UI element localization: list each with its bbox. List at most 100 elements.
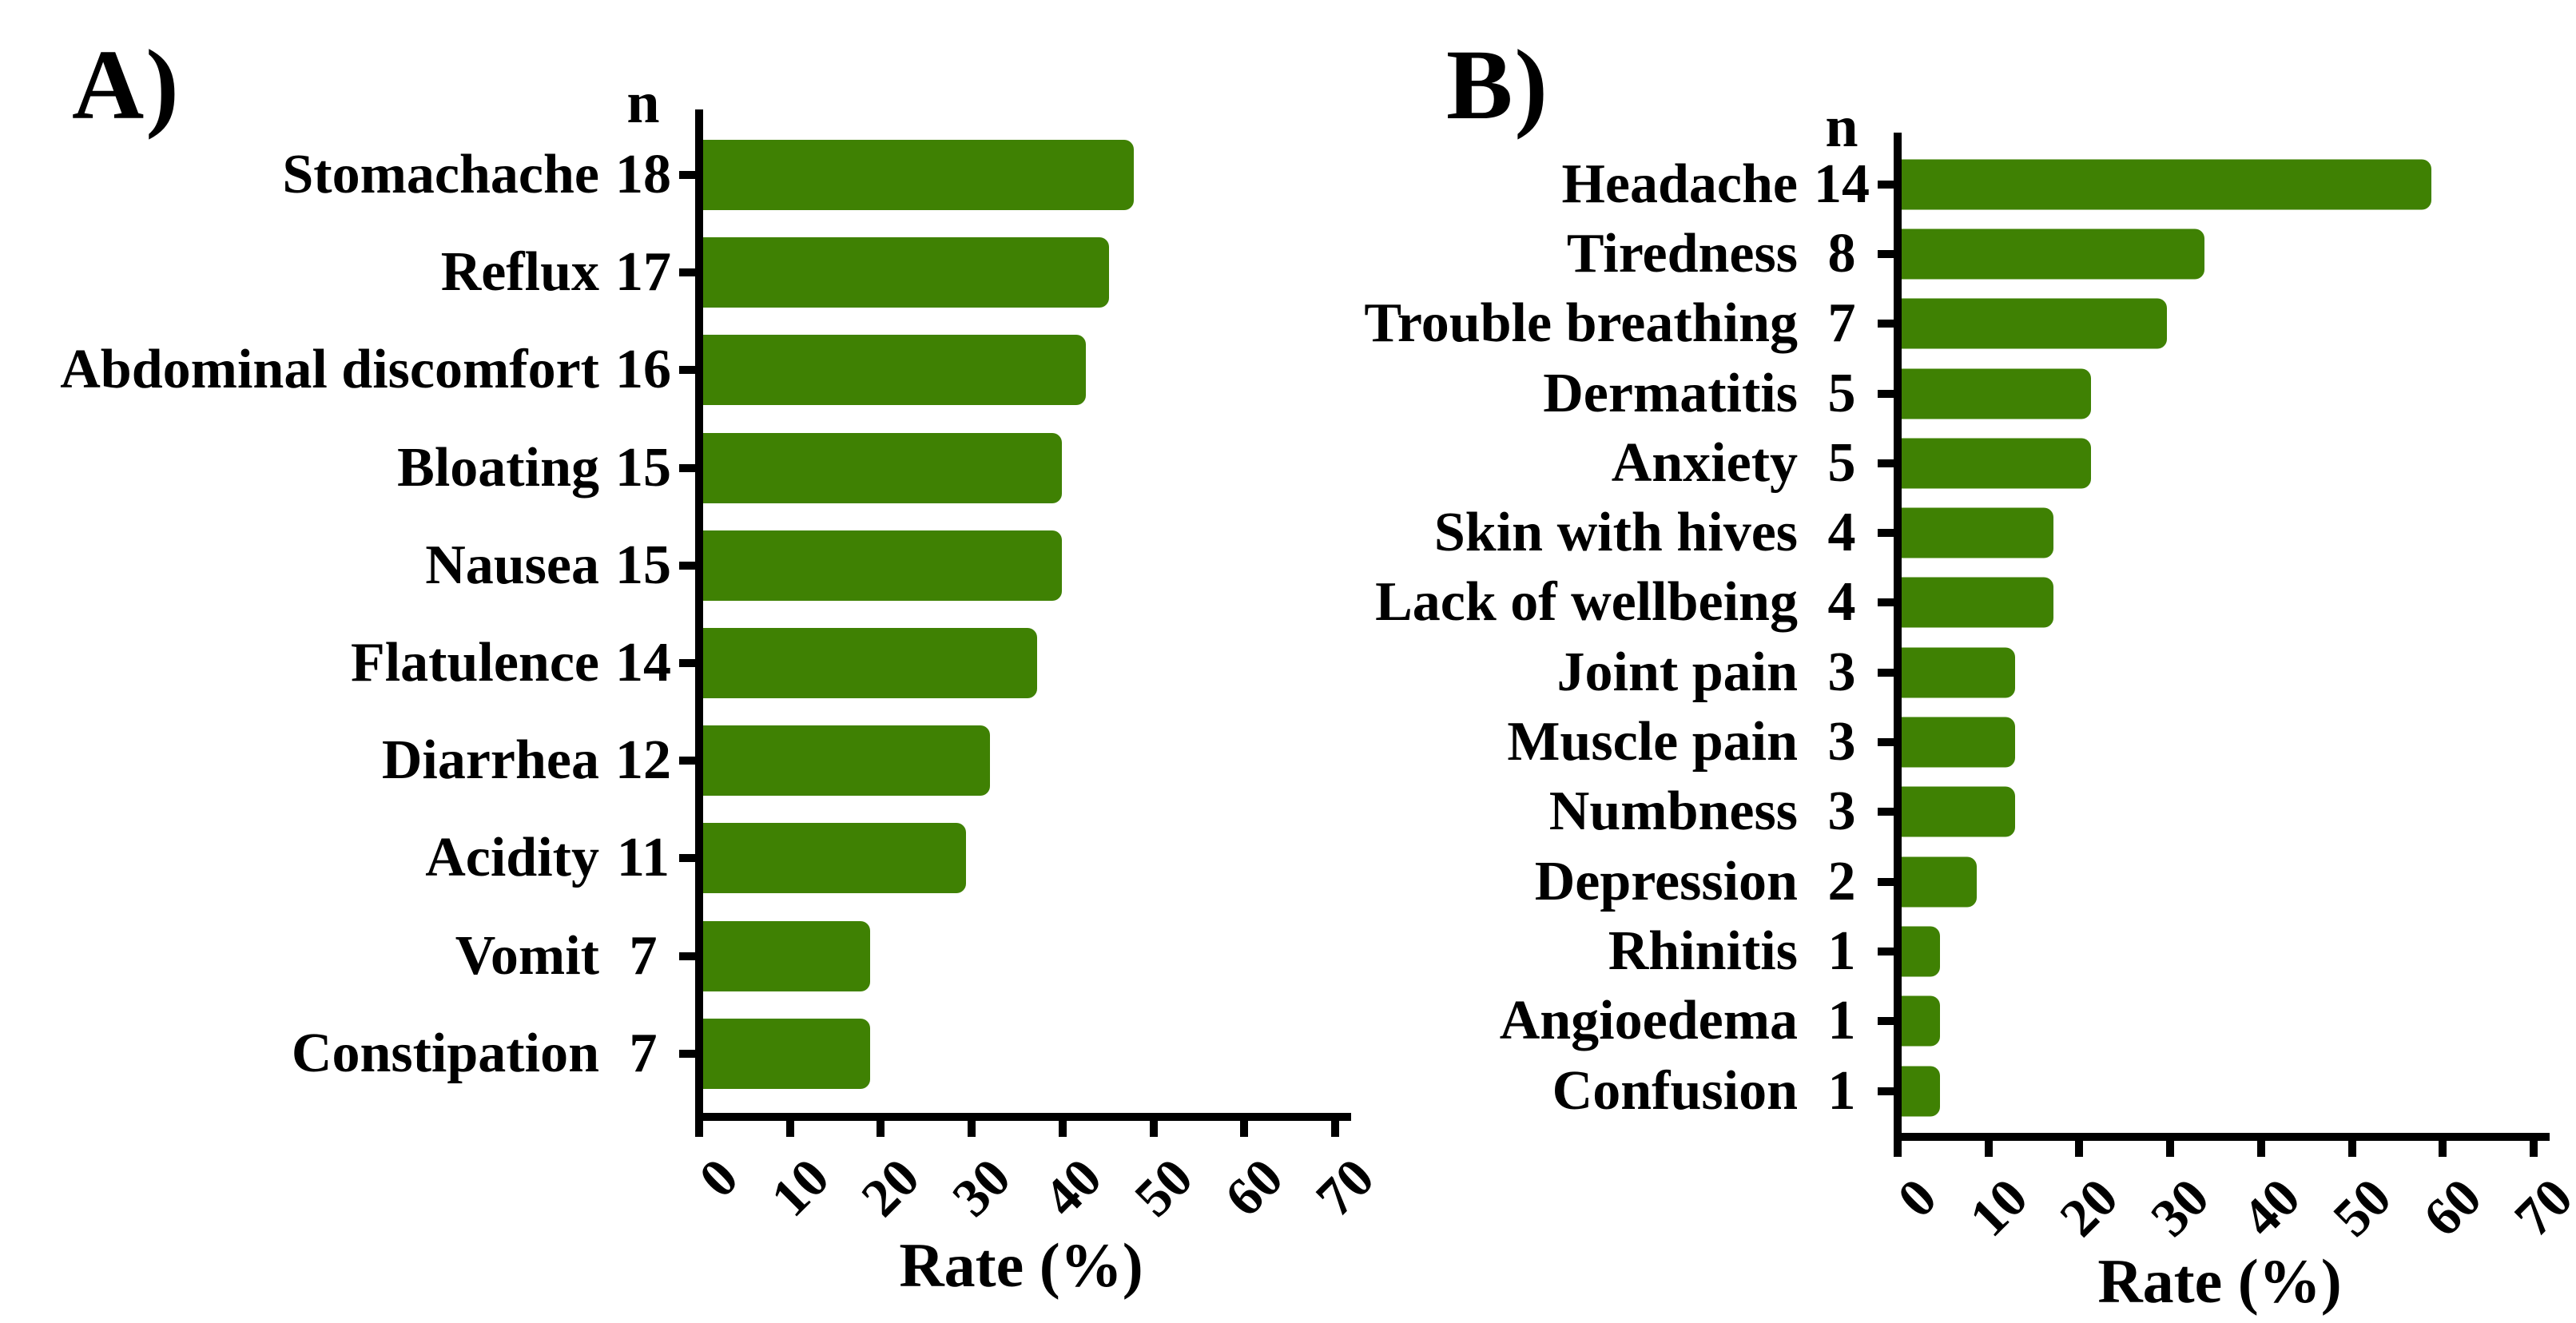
y-axis-tick — [1878, 1087, 1894, 1095]
y-axis-tick — [679, 171, 695, 180]
bar-track — [1902, 916, 2538, 986]
x-axis-tick — [1149, 1113, 1158, 1137]
y-tick-cell — [1878, 428, 1902, 498]
bar-row: Nausea 15 — [0, 517, 1339, 614]
category-label: Flatulence — [350, 632, 599, 694]
y-axis-tick — [1878, 1017, 1894, 1026]
category-label: Reflux — [440, 241, 599, 304]
bar-row: Angioedema 1 — [1326, 987, 2538, 1056]
bar-row: Numbness 3 — [1326, 777, 2538, 847]
bar — [1902, 926, 1940, 977]
bar — [1902, 647, 2016, 698]
bar-row: Joint pain 3 — [1326, 638, 2538, 707]
x-axis-tick — [1894, 1133, 1902, 1157]
x-axis-tick — [2256, 1133, 2265, 1157]
x-axis-tick — [2530, 1133, 2538, 1157]
category-label: Constipation — [291, 1022, 599, 1084]
category-label: Trouble breathing — [1364, 292, 1798, 355]
bar-track — [1902, 359, 2538, 428]
x-axis-tick — [968, 1113, 976, 1137]
n-value: 7 — [629, 924, 658, 987]
y-axis-tick — [679, 366, 695, 375]
bar — [703, 823, 966, 894]
y-axis-tick — [679, 757, 695, 765]
bar-rows: Stomachache 18 Reflux 17 Abdominal discomfor… — [0, 126, 1339, 1102]
bar-row: Diarrhea 12 — [0, 712, 1339, 809]
category-label: Nausea — [425, 534, 599, 596]
y-axis-tick — [1878, 947, 1894, 956]
bar — [1902, 1066, 1940, 1116]
n-value: 3 — [1827, 641, 1856, 703]
y-tick-cell — [1878, 359, 1902, 428]
n-value: 14 — [1814, 153, 1870, 215]
y-tick-cell — [1878, 707, 1902, 777]
bar-track — [1902, 707, 2538, 777]
y-tick-cell — [679, 614, 703, 712]
bar-track — [703, 614, 1339, 712]
y-tick-cell — [679, 1005, 703, 1102]
y-tick-cell — [679, 908, 703, 1005]
bar-row: Flatulence 14 — [0, 614, 1339, 712]
x-axis-tick — [785, 1113, 794, 1137]
category-label: Dermatitis — [1543, 362, 1798, 424]
bar — [1902, 368, 2091, 419]
n-value: 8 — [1827, 222, 1856, 284]
y-tick-cell — [1878, 777, 1902, 847]
y-axis-tick — [679, 268, 695, 277]
bar-row: Muscle pain 3 — [1326, 707, 2538, 777]
n-value: 5 — [1827, 431, 1856, 494]
bar — [1902, 995, 1940, 1047]
bar-track — [1902, 847, 2538, 916]
y-axis-line — [695, 109, 703, 1121]
bar — [1902, 298, 2168, 349]
y-tick-cell — [1878, 219, 1902, 288]
category-label: Rhinitis — [1608, 920, 1798, 982]
bar-track — [1902, 1056, 2538, 1126]
bar — [1902, 856, 1978, 908]
x-axis-tick — [695, 1113, 703, 1137]
x-axis-tick — [1331, 1113, 1339, 1137]
bar-track — [1902, 638, 2538, 707]
bar — [1902, 159, 2431, 210]
x-axis-tick — [2347, 1133, 2356, 1157]
category-label: Confusion — [1552, 1059, 1798, 1122]
panel-label: B) — [1446, 30, 1549, 141]
category-label: Lack of wellbeing — [1375, 571, 1798, 634]
y-axis-tick — [679, 659, 695, 668]
y-axis-tick — [1878, 668, 1894, 677]
bar-row: Dermatitis 5 — [1326, 359, 2538, 428]
n-value: 18 — [615, 144, 671, 206]
y-tick-cell — [679, 224, 703, 321]
bar — [703, 237, 1110, 308]
n-value: 17 — [615, 241, 671, 304]
bar — [1902, 786, 2016, 837]
category-label: Depression — [1534, 850, 1798, 912]
category-label: Tiredness — [1566, 222, 1798, 284]
bar-track — [1902, 568, 2538, 638]
y-tick-cell — [679, 419, 703, 517]
n-column-header: n — [1825, 94, 1858, 160]
n-value: 4 — [1827, 571, 1856, 634]
bar — [703, 725, 991, 797]
y-axis-tick — [679, 854, 695, 863]
x-axis-tick — [1984, 1133, 1993, 1157]
category-label: Diarrhea — [381, 729, 599, 792]
category-label: Angioedema — [1499, 990, 1798, 1052]
bar-row: Stomachache 18 — [0, 126, 1339, 224]
y-tick-cell — [1878, 498, 1902, 567]
y-axis-tick — [1878, 877, 1894, 886]
n-value: 15 — [615, 436, 671, 499]
bar-row: Confusion 1 — [1326, 1056, 2538, 1126]
bar — [703, 140, 1134, 211]
x-axis-tick — [1058, 1113, 1067, 1137]
bar-row: Reflux 17 — [0, 224, 1339, 321]
y-tick-cell — [1878, 289, 1902, 359]
n-value: 5 — [1827, 362, 1856, 424]
bar-row: Tiredness 8 — [1326, 219, 2538, 288]
y-axis-tick — [1878, 738, 1894, 747]
bar-row: Abdominal discomfort 16 — [0, 321, 1339, 419]
bar — [703, 335, 1086, 406]
category-label: Acidity — [425, 827, 599, 889]
y-tick-cell — [1878, 916, 1902, 986]
y-tick-cell — [1878, 1056, 1902, 1126]
